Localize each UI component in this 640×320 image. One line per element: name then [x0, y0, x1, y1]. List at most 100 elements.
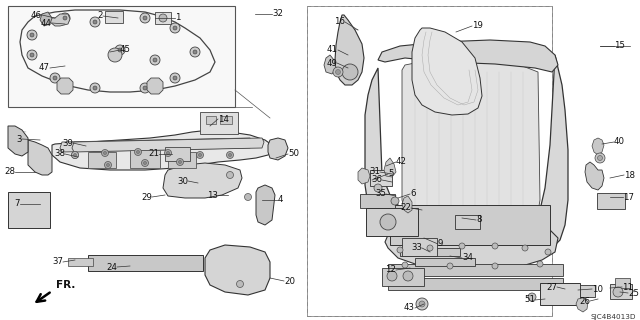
Circle shape: [335, 69, 340, 75]
Text: 1: 1: [175, 13, 180, 22]
Circle shape: [30, 53, 34, 57]
Bar: [402, 238, 437, 256]
Polygon shape: [378, 40, 558, 72]
Circle shape: [237, 281, 243, 287]
Circle shape: [402, 262, 408, 268]
Bar: [307, 6, 552, 316]
Circle shape: [118, 48, 122, 52]
Text: 43: 43: [404, 303, 415, 313]
Circle shape: [93, 86, 97, 90]
Bar: [8, 192, 50, 228]
Polygon shape: [412, 28, 482, 115]
Circle shape: [166, 151, 170, 155]
Circle shape: [447, 263, 453, 269]
Text: 17: 17: [623, 193, 634, 202]
Text: 18: 18: [624, 171, 635, 180]
Circle shape: [136, 150, 140, 154]
Circle shape: [170, 23, 180, 33]
Polygon shape: [335, 15, 364, 85]
Circle shape: [63, 16, 67, 20]
Text: 16: 16: [334, 18, 345, 27]
Bar: [200, 112, 238, 134]
Circle shape: [403, 271, 413, 281]
Circle shape: [115, 45, 125, 55]
Bar: [130, 150, 160, 168]
Polygon shape: [60, 138, 252, 152]
Circle shape: [90, 83, 100, 93]
Circle shape: [93, 20, 97, 24]
Circle shape: [179, 161, 182, 164]
Polygon shape: [40, 12, 52, 26]
Text: 44: 44: [41, 19, 52, 28]
Bar: [382, 268, 424, 286]
Text: 3: 3: [17, 134, 22, 143]
Polygon shape: [358, 168, 370, 184]
Circle shape: [164, 149, 172, 156]
Text: 10: 10: [592, 284, 603, 293]
Circle shape: [159, 14, 167, 22]
Circle shape: [53, 76, 57, 80]
Polygon shape: [52, 130, 275, 170]
Text: 41: 41: [327, 45, 338, 54]
Bar: [400, 248, 460, 256]
Circle shape: [150, 55, 160, 65]
Polygon shape: [8, 126, 28, 156]
Text: 50: 50: [288, 149, 299, 158]
Text: 38: 38: [54, 149, 65, 158]
Bar: [105, 11, 123, 23]
Circle shape: [391, 197, 399, 205]
Text: 46: 46: [31, 11, 42, 20]
Polygon shape: [28, 140, 52, 175]
Circle shape: [60, 13, 70, 23]
Circle shape: [387, 271, 397, 281]
Circle shape: [90, 17, 100, 27]
Bar: [366, 208, 418, 236]
Text: 28: 28: [4, 167, 15, 177]
Text: 27: 27: [546, 283, 557, 292]
Circle shape: [102, 149, 109, 156]
Text: 5: 5: [388, 170, 394, 179]
Text: 21: 21: [148, 149, 159, 158]
Circle shape: [522, 245, 528, 251]
Text: SJC4B4013D: SJC4B4013D: [591, 314, 636, 320]
Polygon shape: [585, 162, 604, 190]
Text: 4: 4: [278, 196, 284, 204]
Bar: [540, 283, 580, 305]
Circle shape: [198, 154, 202, 156]
Circle shape: [190, 47, 200, 57]
Circle shape: [153, 58, 157, 62]
Circle shape: [177, 158, 184, 165]
Polygon shape: [268, 138, 288, 160]
Circle shape: [104, 162, 111, 169]
Text: 29: 29: [141, 193, 152, 202]
Text: 33: 33: [411, 244, 422, 252]
Circle shape: [173, 76, 177, 80]
Circle shape: [173, 26, 177, 30]
Polygon shape: [538, 55, 568, 248]
Circle shape: [545, 249, 551, 255]
Circle shape: [170, 73, 180, 83]
Circle shape: [193, 50, 197, 54]
Circle shape: [27, 30, 37, 40]
Text: 19: 19: [472, 21, 483, 30]
Text: 47: 47: [39, 63, 50, 73]
Circle shape: [106, 164, 109, 166]
Text: 32: 32: [272, 10, 283, 19]
Circle shape: [134, 148, 141, 156]
Circle shape: [598, 156, 602, 161]
Bar: [88, 152, 116, 168]
Text: 31: 31: [369, 167, 380, 177]
Polygon shape: [324, 55, 336, 74]
Polygon shape: [402, 196, 412, 213]
Bar: [370, 170, 392, 186]
Polygon shape: [205, 245, 270, 295]
Bar: [610, 284, 632, 299]
Circle shape: [595, 153, 605, 163]
Bar: [165, 147, 190, 161]
Text: 8: 8: [476, 215, 481, 225]
Text: 45: 45: [120, 45, 131, 54]
Circle shape: [342, 64, 358, 80]
Text: 35: 35: [375, 189, 386, 198]
Polygon shape: [147, 78, 163, 94]
Circle shape: [333, 67, 343, 77]
